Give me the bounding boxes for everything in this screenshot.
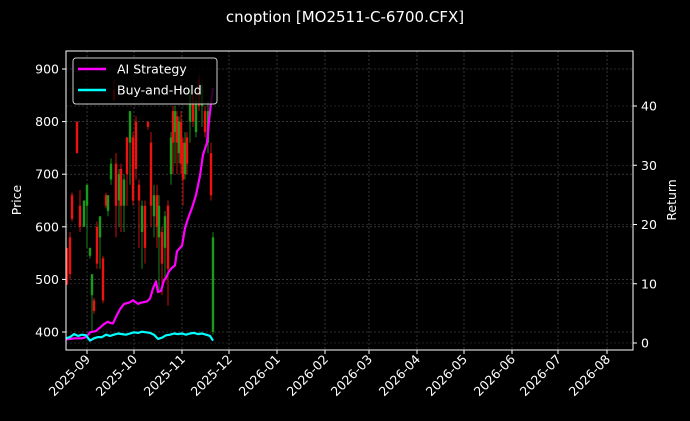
y-axis-left: 400 500 600 700 800 900 Price (9, 62, 66, 340)
svg-text:900: 900 (35, 62, 59, 77)
legend-label: Buy-and-Hold (117, 83, 202, 98)
svg-text:2026-05: 2026-05 (423, 352, 471, 400)
svg-text:10: 10 (641, 276, 657, 291)
svg-text:600: 600 (35, 219, 59, 234)
y2-axis-label: Return (664, 179, 679, 220)
svg-text:2026-07: 2026-07 (517, 352, 565, 400)
svg-text:2026-04: 2026-04 (376, 351, 424, 399)
ai-strategy-line (65, 88, 215, 341)
svg-text:2025-11: 2025-11 (141, 352, 189, 400)
svg-text:2025-10: 2025-10 (93, 351, 141, 399)
svg-text:400: 400 (35, 325, 59, 340)
svg-text:2026-06: 2026-06 (471, 351, 519, 399)
x-axis: 2025-09 2025-10 2025-11 2025-12 2026-01 2026-… (46, 350, 614, 400)
svg-text:0: 0 (641, 336, 649, 351)
legend-label: AI Strategy (117, 62, 187, 77)
svg-text:800: 800 (35, 114, 59, 129)
svg-text:40: 40 (641, 99, 657, 114)
svg-text:30: 30 (641, 158, 657, 173)
svg-text:2025-12: 2025-12 (188, 352, 236, 400)
svg-text:2025-09: 2025-09 (46, 351, 94, 399)
svg-text:20: 20 (641, 217, 657, 232)
svg-text:2026-03: 2026-03 (328, 352, 376, 400)
svg-text:2026-01: 2026-01 (236, 352, 284, 400)
svg-text:2026-02: 2026-02 (284, 352, 332, 400)
y-axis-label: Price (9, 184, 24, 215)
svg-text:2026-08: 2026-08 (566, 351, 614, 399)
chart-title: cnoption [MO2511-C-6700.CFX] (225, 8, 465, 26)
svg-text:700: 700 (35, 167, 59, 182)
svg-text:500: 500 (35, 272, 59, 287)
y-axis-right: 0 10 20 30 40 Return (633, 99, 679, 351)
buy-and-hold-line (65, 330, 214, 342)
grid (66, 51, 633, 350)
plot-frame (65, 50, 634, 351)
legend: AI Strategy Buy-and-Hold (72, 57, 218, 105)
